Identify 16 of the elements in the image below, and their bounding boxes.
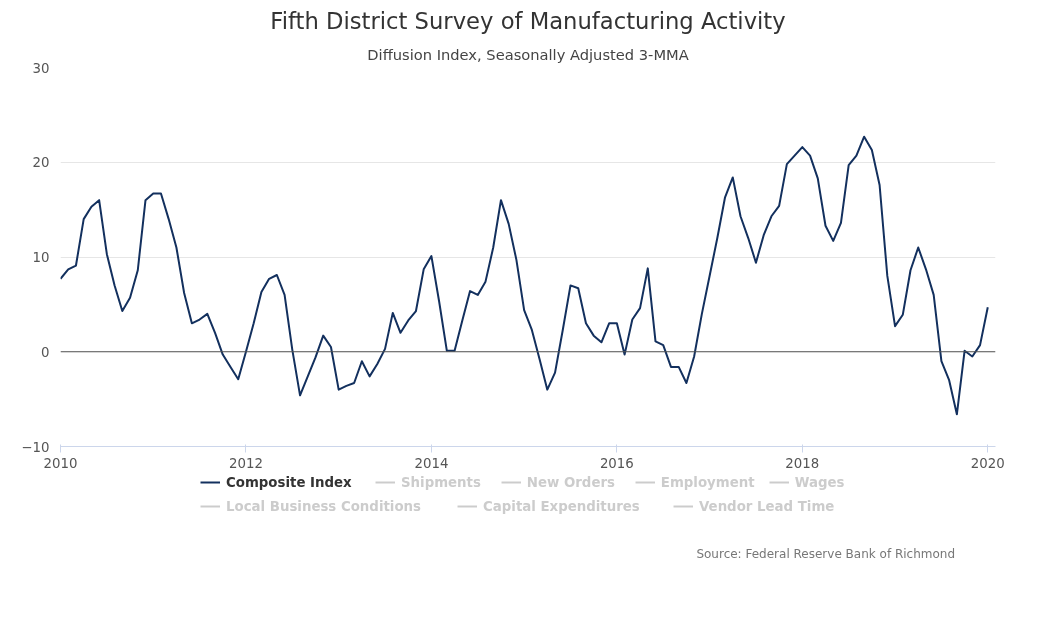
source-note: Source: Federal Reserve Bank of Richmond bbox=[696, 546, 956, 561]
chart-title: Fifth District Survey of Manufacturing Activity bbox=[270, 7, 786, 34]
x-tick-label: 2018 bbox=[785, 455, 820, 471]
y-tick-label: 20 bbox=[32, 155, 50, 171]
y-tick-label: 10 bbox=[32, 250, 50, 265]
y-tick-label: 30 bbox=[32, 60, 50, 76]
x-tick-label: 2012 bbox=[229, 455, 263, 471]
x-tick-label: 2014 bbox=[414, 455, 449, 471]
y-tick-label: 0 bbox=[41, 344, 50, 360]
chart-subtitle: Diffusion Index, Seasonally Adjusted 3-MMA bbox=[367, 45, 689, 63]
legend-label: Composite Index bbox=[226, 474, 352, 490]
x-tick-label: 2016 bbox=[599, 455, 634, 471]
x-tick-label: 2010 bbox=[43, 455, 78, 471]
y-tick-label: −10 bbox=[21, 439, 50, 455]
line-series bbox=[60, 135, 989, 416]
x-tick-label: 2020 bbox=[970, 455, 1005, 471]
